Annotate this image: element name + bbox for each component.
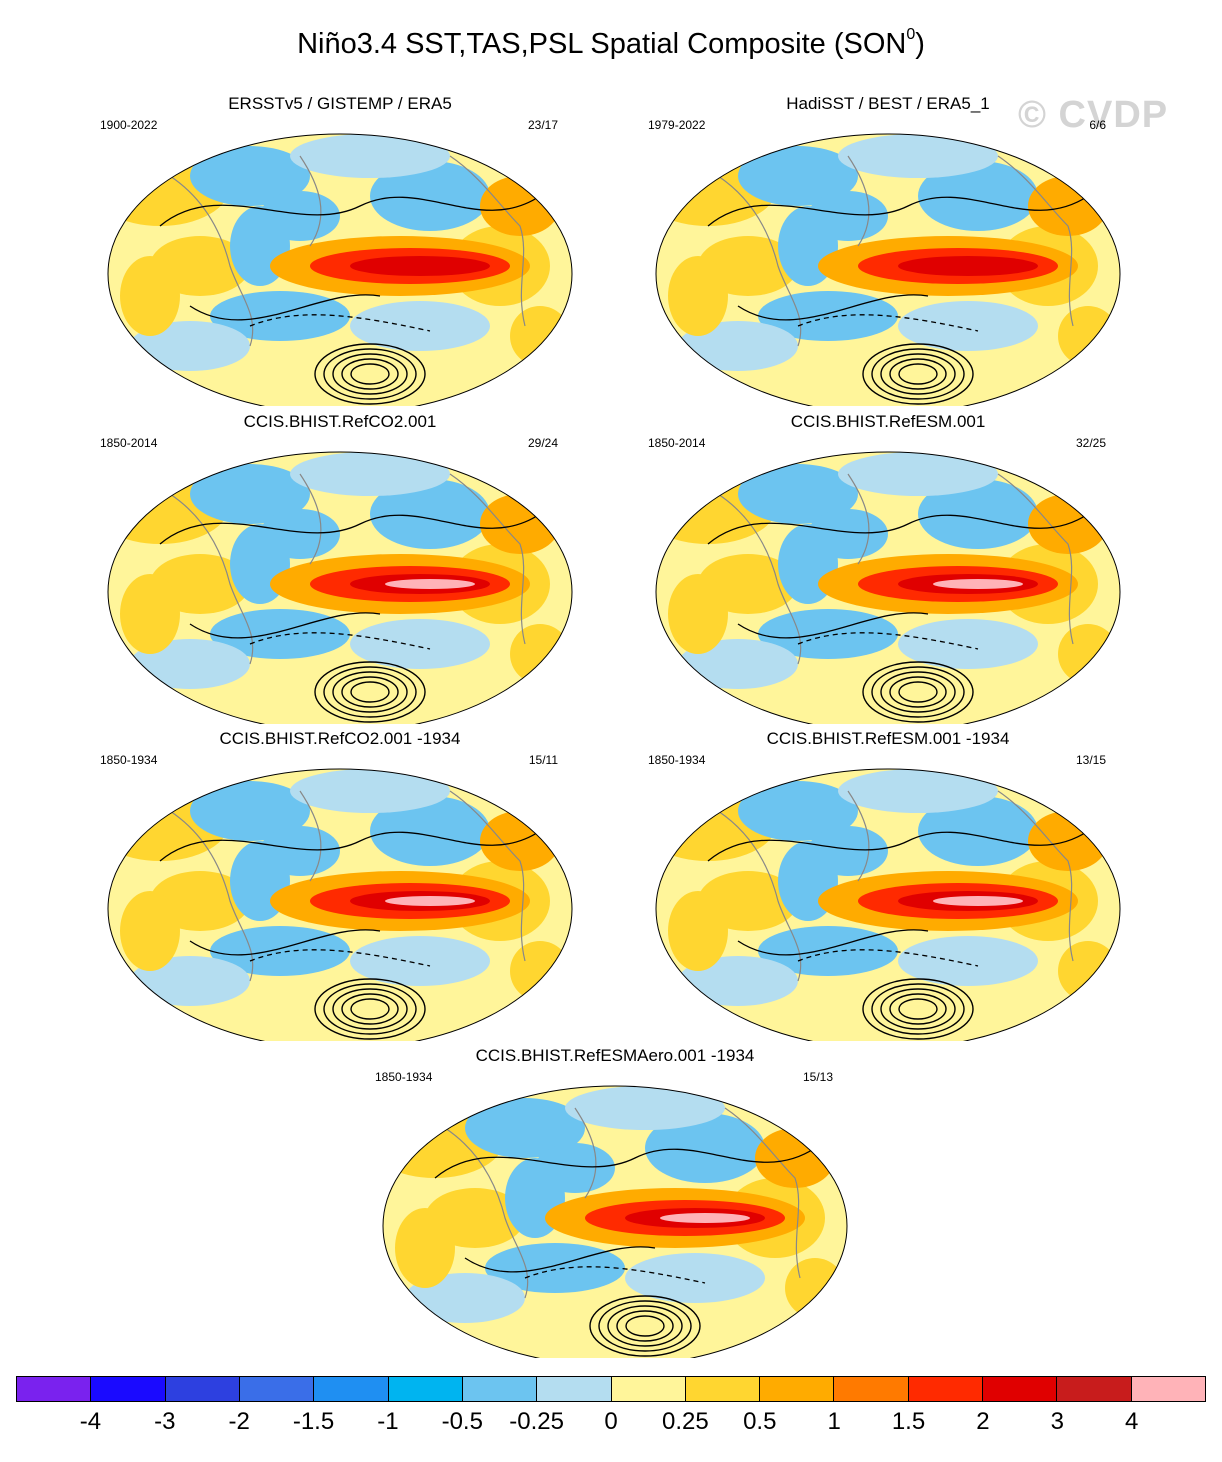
map-panel: CCIS.BHIST.RefESM.001 1850-2014 32/25	[648, 412, 1128, 724]
map-panel: CCIS.BHIST.RefCO2.001 -1934 1850-1934 15/1…	[100, 729, 580, 1041]
panel-count: 15/13	[802, 1070, 833, 1084]
globe-map	[655, 133, 1121, 406]
panel-title: ERSSTv5 / GISTEMP / ERA5	[228, 94, 452, 113]
panel-count: 13/15	[1075, 753, 1106, 767]
panel-period: 1850-2014	[648, 436, 706, 450]
watermark: © CVDP	[1018, 94, 1169, 136]
colorbar-label: 1	[827, 1408, 841, 1435]
colorbar-segment	[685, 1377, 761, 1401]
colorbar-label: -0.5	[441, 1408, 483, 1435]
colorbar-segment	[17, 1377, 92, 1401]
panel-count: 6/6	[1089, 118, 1106, 132]
panel-period: 1850-2014	[100, 436, 158, 450]
colorbar-segment	[908, 1377, 984, 1401]
colorbar-label: -1	[377, 1408, 399, 1435]
colorbar-label: 2	[976, 1408, 990, 1435]
figure-title: Niño3.4 SST,TAS,PSL Spatial Composite (S…	[297, 26, 925, 60]
colorbar-segment	[611, 1377, 686, 1401]
globe-map	[655, 451, 1121, 724]
panel-title: CCIS.BHIST.RefESMAero.001 -1934	[475, 1046, 755, 1065]
colorbar-segment	[537, 1377, 612, 1401]
colorbar-label: -2	[228, 1408, 250, 1435]
panel-count: 23/17	[527, 118, 558, 132]
globe-map	[655, 768, 1121, 1041]
colorbar-label: -3	[154, 1408, 176, 1435]
colorbar-segment	[314, 1377, 389, 1401]
colorbar-segment	[388, 1377, 463, 1401]
panel-count: 32/25	[1075, 436, 1106, 450]
colorbar-label: 0	[604, 1408, 618, 1435]
colorbar-segment	[983, 1377, 1058, 1401]
colorbar-label: 0.5	[743, 1408, 777, 1435]
colorbar	[16, 1376, 1206, 1402]
colorbar-label: 0.25	[662, 1408, 709, 1435]
map-panel: ERSSTv5 / GISTEMP / ERA5 1900-2022 23/17	[100, 94, 580, 406]
panel-title: CCIS.BHIST.RefCO2.001	[243, 412, 437, 431]
colorbar-labels: -4 -3 -2 -1.5 -1 -0.5 -0.25 0 0.25 0.5 1 1.5 2 3 4	[16, 1408, 1206, 1438]
colorbar-label: 3	[1050, 1408, 1064, 1435]
colorbar-label: 4	[1124, 1408, 1139, 1435]
globe-map	[107, 133, 573, 406]
panel-title: CCIS.BHIST.RefESM.001 -1934	[766, 729, 1010, 748]
map-panel: CCIS.BHIST.RefCO2.001 1850-2014 29/24	[100, 412, 580, 724]
colorbar-label: -4	[79, 1408, 102, 1435]
colorbar-segment	[165, 1377, 240, 1401]
colorbar-segment	[1057, 1377, 1132, 1401]
panel-count: 15/11	[528, 753, 558, 767]
panel-period: 1900-2022	[100, 118, 158, 132]
colorbar-label: -1.5	[292, 1408, 335, 1435]
panel-period: 1850-1934	[100, 753, 158, 767]
panel-count: 29/24	[527, 436, 558, 450]
colorbar-segment	[462, 1377, 538, 1401]
map-panel: CCIS.BHIST.RefESMAero.001 -1934 1850-1934…	[375, 1046, 855, 1358]
colorbar-segment	[91, 1377, 166, 1401]
globe-map	[107, 451, 573, 724]
panel-title: CCIS.BHIST.RefESM.001	[790, 412, 986, 431]
panel-title: CCIS.BHIST.RefCO2.001 -1934	[219, 729, 461, 748]
colorbar-segment	[1131, 1377, 1205, 1401]
colorbar-segment	[760, 1377, 835, 1401]
colorbar-segment	[239, 1377, 315, 1401]
globe-map	[382, 1085, 848, 1358]
map-panel: HadiSST / BEST / ERA5_1 1979-2022 6/6	[648, 94, 1128, 406]
panel-period: 1850-1934	[375, 1070, 433, 1084]
colorbar-label: -0.25	[509, 1408, 564, 1435]
colorbar-segment	[834, 1377, 909, 1401]
globe-map	[107, 768, 573, 1041]
colorbar-label: 1.5	[891, 1408, 926, 1435]
panel-period: 1850-1934	[648, 753, 706, 767]
map-panel: CCIS.BHIST.RefESM.001 -1934 1850-1934 13/1…	[648, 729, 1128, 1041]
panel-title: HadiSST / BEST / ERA5_1	[786, 94, 990, 113]
panel-period: 1979-2022	[648, 118, 706, 132]
